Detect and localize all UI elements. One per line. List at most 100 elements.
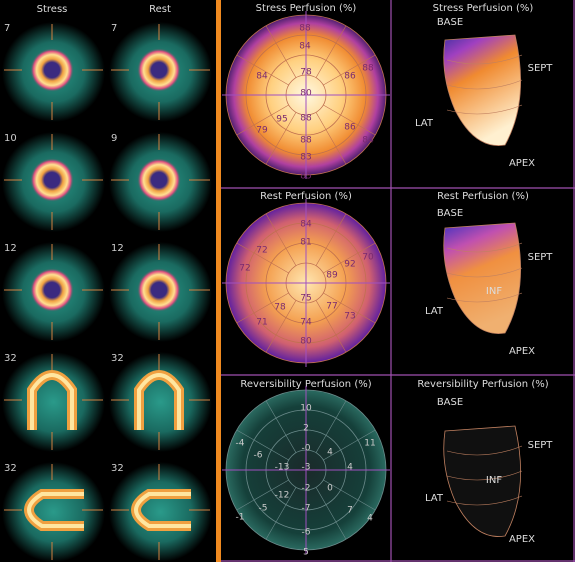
view-label: BASE bbox=[437, 17, 463, 28]
segment-value: 88 bbox=[300, 114, 312, 124]
segment-value: 71 bbox=[256, 318, 267, 328]
column-header: Rest bbox=[149, 4, 171, 15]
polar-spoke bbox=[236, 292, 289, 324]
map-title: Stress Perfusion (%) bbox=[256, 3, 357, 14]
separator bbox=[216, 0, 221, 562]
mesh-line bbox=[446, 104, 523, 115]
heart-surface bbox=[443, 425, 522, 537]
segment-value: -6 bbox=[302, 528, 311, 538]
myocardium bbox=[137, 158, 181, 202]
segment-value: 86 bbox=[344, 123, 356, 133]
segment-value: 0 bbox=[327, 484, 333, 494]
segment-value: 74 bbox=[300, 318, 312, 328]
segment-value: 88 bbox=[362, 64, 374, 74]
segment-value: 80 bbox=[300, 337, 312, 347]
slice-number: 32 bbox=[111, 353, 124, 364]
segment-value: -12 bbox=[275, 491, 290, 501]
segment-value: 70 bbox=[362, 253, 374, 263]
heart-surface bbox=[443, 222, 522, 334]
view-label: APEX bbox=[509, 158, 535, 169]
polar-spoke bbox=[265, 112, 297, 165]
polar-spoke bbox=[236, 104, 289, 136]
segment-value: -6 bbox=[254, 451, 263, 461]
view-label: INF bbox=[486, 475, 502, 486]
view-label: SEPT bbox=[528, 252, 554, 263]
polar-spoke bbox=[236, 479, 289, 511]
segment-value: 78 bbox=[300, 68, 312, 78]
view-label: SEPT bbox=[528, 63, 554, 74]
polar-spoke bbox=[236, 429, 289, 461]
mesh-line bbox=[446, 445, 523, 456]
segment-value: 84 bbox=[299, 42, 311, 52]
segment-value: 84 bbox=[362, 136, 374, 146]
polar-spoke bbox=[315, 487, 347, 540]
myocardium bbox=[137, 268, 181, 312]
slice-image bbox=[2, 352, 105, 452]
mesh-line bbox=[446, 495, 523, 506]
segment-value: 89 bbox=[326, 271, 338, 281]
polar-spoke bbox=[315, 400, 347, 453]
myocardium-inner bbox=[137, 373, 181, 430]
view-label: LAT bbox=[425, 493, 444, 504]
polar-spoke bbox=[323, 242, 376, 274]
segment-value: 85 bbox=[300, 172, 311, 182]
segment-value: 2 bbox=[303, 424, 309, 434]
segment-value: -3 bbox=[302, 463, 311, 473]
slice-image bbox=[109, 352, 212, 452]
segment-value: 88 bbox=[299, 24, 311, 34]
segment-value: 80 bbox=[300, 89, 312, 99]
segment-value: 5 bbox=[303, 548, 309, 558]
segment-value: 79 bbox=[256, 126, 268, 136]
view-label: APEX bbox=[509, 534, 535, 545]
polar-spoke bbox=[315, 300, 347, 353]
polar-spoke bbox=[265, 400, 297, 453]
myocardium-inner bbox=[30, 373, 74, 430]
myocardium bbox=[30, 158, 74, 202]
slice-image bbox=[2, 462, 105, 562]
myocardium bbox=[137, 48, 181, 92]
slice-number: 7 bbox=[111, 23, 117, 34]
segment-value: 83 bbox=[300, 153, 311, 163]
polar-spoke bbox=[236, 242, 289, 274]
segment-value: 11 bbox=[364, 439, 375, 449]
view-title: Reversibility Perfusion (%) bbox=[417, 379, 548, 390]
view-label: LAT bbox=[415, 118, 434, 129]
segment-value: -1 bbox=[236, 513, 245, 523]
map-title: Rest Perfusion (%) bbox=[260, 191, 352, 202]
view-title: Rest Perfusion (%) bbox=[437, 191, 529, 202]
segment-value: 7 bbox=[347, 506, 353, 516]
segment-value: 88 bbox=[300, 136, 312, 146]
segment-value: 10 bbox=[300, 404, 312, 414]
segment-value: -4 bbox=[236, 439, 245, 449]
segment-value: 84 bbox=[256, 72, 268, 82]
mesh-line bbox=[446, 292, 523, 303]
heart-surface bbox=[443, 34, 522, 146]
segment-value: -7 bbox=[302, 504, 311, 514]
segment-value: 72 bbox=[256, 246, 267, 256]
view-label: BASE bbox=[437, 397, 463, 408]
segment-value: 78 bbox=[274, 303, 286, 313]
slice-number: 7 bbox=[4, 23, 10, 34]
polar-spoke bbox=[323, 54, 376, 86]
slice-number: 12 bbox=[111, 243, 124, 254]
myocardium bbox=[30, 268, 74, 312]
segment-value: 92 bbox=[344, 260, 355, 270]
view-label: SEPT bbox=[528, 440, 554, 451]
slice-number: 32 bbox=[4, 463, 17, 474]
view-title: Stress Perfusion (%) bbox=[433, 3, 534, 14]
mesh-line bbox=[446, 54, 523, 65]
view-label: LAT bbox=[425, 306, 444, 317]
polar-spoke bbox=[265, 213, 297, 266]
segment-value: 4 bbox=[367, 514, 373, 524]
segment-value: 72 bbox=[239, 264, 250, 274]
polar-spoke bbox=[265, 487, 297, 540]
polar-spoke bbox=[236, 54, 289, 86]
mesh-line bbox=[446, 267, 523, 278]
mesh-line bbox=[446, 79, 523, 90]
segment-value: 73 bbox=[344, 312, 355, 322]
segment-value: -0 bbox=[302, 444, 311, 454]
segment-value: 81 bbox=[300, 238, 311, 248]
slice-number: 32 bbox=[111, 463, 124, 474]
column-header: Stress bbox=[37, 4, 68, 15]
